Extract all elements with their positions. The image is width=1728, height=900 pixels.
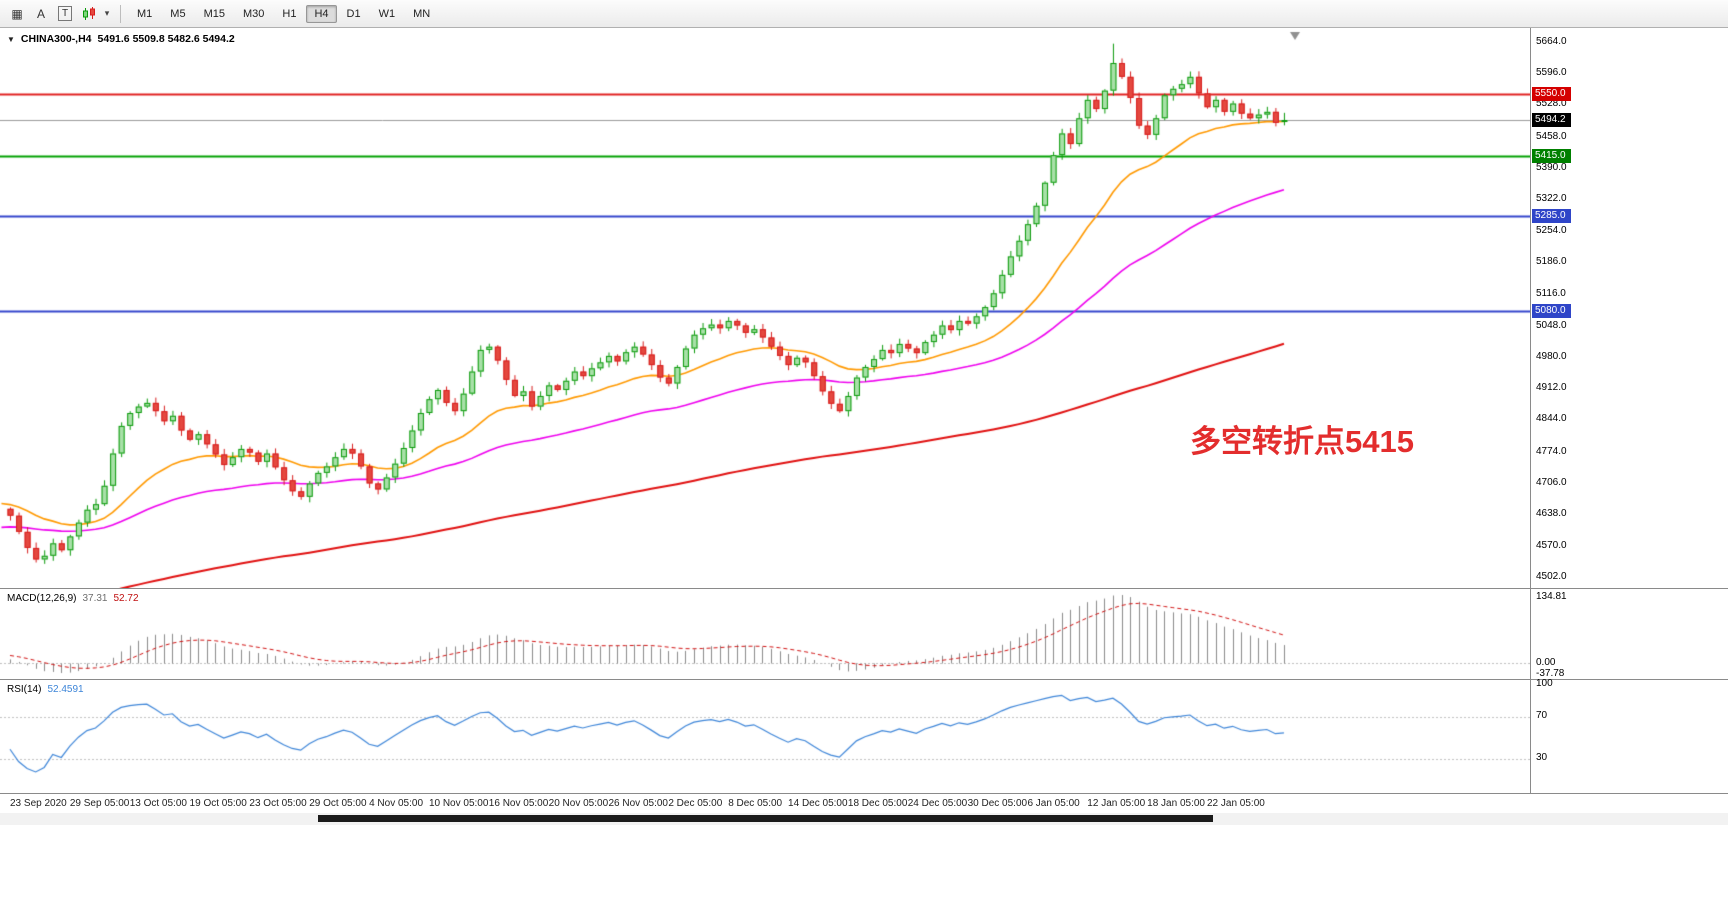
time-axis-label: 18 Jan 05:00 [1147, 798, 1205, 809]
text-tool-glyph: T [57, 6, 73, 21]
timeframe-button-w1[interactable]: W1 [378, 7, 396, 20]
candles-icon[interactable] [78, 4, 100, 24]
price-level-tag: 5415.0 [1532, 149, 1571, 164]
time-axis-label: 29 Oct 05:00 [309, 798, 367, 809]
macd-label: MACD(12,26,9) 37.31 52.72 [7, 593, 139, 604]
macd-main-value: 37.31 [82, 593, 108, 604]
rsi-canvas[interactable] [0, 681, 1530, 794]
price-tick-label: 4844.0 [1536, 413, 1567, 425]
time-axis-label: 8 Dec 05:00 [728, 798, 783, 809]
macd-scale-label: 134.81 [1536, 591, 1567, 602]
time-axis[interactable]: 23 Sep 2020 29 Sep 05:00 13 Oct 05:00 19 Oc… [0, 793, 1728, 813]
time-axis-label: 13 Oct 05:00 [129, 798, 187, 809]
timeframe-button-h4[interactable]: H4 [306, 4, 337, 23]
rsi-value: 52.4591 [47, 684, 84, 695]
rsi-label: RSI(14) 52.4591 [7, 684, 84, 695]
rsi-axis[interactable]: 100 70 30 [1530, 678, 1728, 793]
macd-name: MACD(12,26,9) [7, 593, 77, 604]
letter-a-icon[interactable]: A [36, 6, 45, 21]
time-axis-label: 19 Oct 05:00 [189, 798, 247, 809]
time-axis-label: 14 Dec 05:00 [788, 798, 848, 809]
price-tick-label: 5186.0 [1536, 255, 1567, 267]
time-axis-label: 22 Jan 05:00 [1207, 798, 1265, 809]
price-tick-label: 4570.0 [1536, 539, 1567, 551]
symbol-period-label: CHINA300-,H4 [20, 33, 92, 45]
time-axis-label: 2 Dec 05:00 [668, 798, 723, 809]
timeframe-button-m5[interactable]: M5 [170, 7, 186, 20]
grid-icon[interactable]: ▦ [11, 6, 23, 21]
price-tick-label: 4638.0 [1536, 508, 1567, 520]
price-tick-label: 4774.0 [1536, 445, 1567, 457]
toolbar-separator [120, 4, 121, 23]
price-chart-canvas[interactable] [0, 28, 1530, 588]
time-axis-label: 4 Nov 05:00 [369, 798, 424, 809]
price-tick-label: 4706.0 [1536, 477, 1567, 488]
dropdown-caret-icon[interactable]: ▾ [104, 8, 110, 18]
macd-axis[interactable]: 134.81 0.00 -37.78 [1530, 589, 1728, 679]
toolbar: ▦ A T ▾ M1 M5 M15 M30 H1 H4 D1 W1 MN [0, 0, 1728, 28]
price-axis[interactable]: 5664.0 5596.0 5528.0 5458.0 5390.0 5322.0 5254… [1530, 28, 1728, 588]
price-tick-label: 5596.0 [1536, 67, 1567, 79]
time-axis-label: 6 Jan 05:00 [1027, 798, 1080, 809]
ohlc-values-label: 5491.6 5509.8 5482.6 5494.2 [97, 33, 235, 45]
time-axis-label: 10 Nov 05:00 [428, 798, 489, 809]
timeframe-button-h1[interactable]: H1 [282, 7, 297, 20]
time-axis-label: 23 Oct 05:00 [249, 798, 307, 809]
candles-icon-svg [82, 6, 95, 20]
price-level-tag: 5285.0 [1532, 209, 1571, 224]
time-axis-label: 16 Nov 05:00 [488, 798, 549, 809]
chart-menu-arrow-icon[interactable]: ▼ [7, 34, 15, 44]
time-axis-label: 12 Jan 05:00 [1087, 798, 1146, 809]
timeframe-button-d1[interactable]: D1 [346, 7, 361, 20]
time-axis-label: 29 Sep 05:00 [69, 798, 130, 809]
rsi-pane: RSI(14) 52.4591 100 70 30 [0, 678, 1728, 794]
time-axis-label: 30 Dec 05:00 [967, 798, 1028, 809]
timeframe-button-m1[interactable]: M1 [137, 7, 153, 20]
time-axis-label: 26 Nov 05:00 [608, 798, 669, 809]
price-tick-label: 5664.0 [1536, 35, 1567, 47]
time-axis-label: 18 Dec 05:00 [847, 798, 908, 809]
price-tick-label: 4502.0 [1536, 570, 1567, 582]
horizontal-scrollbar-track[interactable] [0, 813, 1728, 825]
price-pane: ▼ CHINA300-,H4 5491.6 5509.8 5482.6 5494… [0, 28, 1728, 588]
timeframe-button-m30[interactable]: M30 [242, 7, 265, 20]
macd-scale-label: 0.00 [1536, 656, 1556, 668]
price-tick-label: 5048.0 [1536, 319, 1567, 331]
rsi-scale-label: 70 [1536, 709, 1548, 721]
rsi-scale-label: 30 [1536, 751, 1548, 763]
rsi-name: RSI(14) [7, 684, 42, 695]
price-level-tag: 5550.0 [1532, 87, 1571, 102]
price-level-tag: 5494.2 [1532, 113, 1571, 127]
macd-pane: MACD(12,26,9) 37.31 52.72 134.81 0.00 -37.… [0, 588, 1728, 680]
price-tick-label: 5322.0 [1536, 193, 1567, 205]
time-axis-label: 23 Sep 2020 [10, 798, 67, 809]
chart-window: ▼ CHINA300-,H4 5491.6 5509.8 5482.6 5494… [0, 28, 1728, 900]
price-tick-label: 4912.0 [1536, 382, 1567, 394]
time-axis-label: 24 Dec 05:00 [907, 798, 968, 809]
macd-signal-value: 52.72 [113, 593, 139, 604]
macd-canvas[interactable] [0, 590, 1530, 680]
price-tick-label: 5254.0 [1536, 224, 1567, 236]
macd-scale-label: -37.78 [1536, 668, 1565, 679]
chart-title: ▼ CHINA300-,H4 5491.6 5509.8 5482.6 5494… [7, 33, 235, 45]
price-tick-label: 5458.0 [1536, 130, 1567, 142]
timeframe-button-m15[interactable]: M15 [203, 7, 225, 20]
price-tick-label: 5528.0 [1536, 98, 1567, 110]
annotation-text: 多空转折点5415 [1190, 424, 1414, 459]
rsi-scale-label: 100 [1536, 678, 1553, 689]
timeframe-button-mn[interactable]: MN [413, 7, 431, 20]
text-tool-icon[interactable]: T [54, 4, 76, 24]
price-level-tag: 5080.0 [1532, 303, 1571, 318]
price-tick-label: 4980.0 [1536, 350, 1567, 362]
horizontal-scrollbar-thumb[interactable] [318, 815, 1213, 822]
price-tick-label: 5116.0 [1536, 288, 1566, 300]
time-axis-label: 20 Nov 05:00 [548, 798, 609, 809]
price-tick-label: 5390.0 [1536, 162, 1567, 173]
